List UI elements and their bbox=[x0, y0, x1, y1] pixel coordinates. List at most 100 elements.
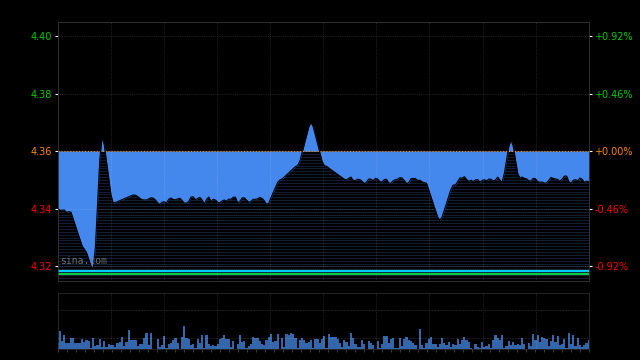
Bar bbox=[339, 342, 341, 349]
Bar bbox=[219, 339, 221, 349]
Bar bbox=[364, 344, 365, 349]
Bar bbox=[314, 339, 317, 349]
Bar bbox=[441, 338, 444, 349]
Bar bbox=[210, 346, 212, 349]
Bar bbox=[510, 345, 512, 349]
Bar bbox=[241, 342, 243, 349]
Bar bbox=[477, 347, 479, 349]
Bar bbox=[183, 327, 186, 349]
Bar bbox=[294, 338, 296, 349]
Bar bbox=[145, 333, 148, 349]
Bar bbox=[436, 347, 439, 349]
Bar bbox=[157, 339, 159, 349]
Bar bbox=[97, 345, 99, 349]
Bar bbox=[410, 341, 412, 349]
Bar bbox=[116, 343, 119, 349]
Bar bbox=[566, 348, 568, 349]
Bar bbox=[263, 345, 266, 349]
Bar bbox=[561, 344, 563, 349]
Bar bbox=[328, 334, 330, 349]
Bar bbox=[272, 342, 275, 349]
Bar bbox=[203, 348, 205, 349]
Bar bbox=[70, 338, 72, 349]
Text: sina.com: sina.com bbox=[60, 256, 106, 266]
Bar bbox=[186, 338, 188, 349]
Bar bbox=[119, 342, 121, 349]
Bar bbox=[275, 341, 276, 349]
Bar bbox=[192, 344, 195, 349]
Bar bbox=[196, 339, 199, 349]
Bar bbox=[59, 331, 61, 349]
Bar bbox=[346, 342, 348, 349]
Bar bbox=[134, 340, 136, 349]
Bar bbox=[408, 340, 410, 349]
Bar bbox=[136, 346, 139, 349]
Bar bbox=[361, 340, 364, 349]
Bar bbox=[337, 338, 339, 349]
Bar bbox=[426, 343, 428, 349]
Bar bbox=[127, 330, 130, 349]
Bar bbox=[432, 344, 435, 349]
Bar bbox=[74, 343, 77, 349]
Bar bbox=[428, 339, 430, 349]
Bar bbox=[85, 340, 88, 349]
Bar bbox=[250, 344, 252, 349]
Bar bbox=[139, 344, 141, 349]
Bar bbox=[439, 344, 441, 349]
Bar bbox=[488, 344, 490, 349]
Bar bbox=[228, 339, 230, 349]
Bar bbox=[325, 348, 328, 349]
Bar bbox=[56, 343, 59, 349]
Bar bbox=[519, 345, 521, 349]
Bar bbox=[463, 337, 465, 349]
Bar bbox=[414, 345, 417, 349]
Bar bbox=[279, 348, 281, 349]
Bar bbox=[99, 339, 101, 349]
Bar bbox=[388, 343, 390, 349]
Bar bbox=[586, 343, 588, 349]
Bar bbox=[223, 336, 225, 349]
Bar bbox=[130, 340, 132, 349]
Bar bbox=[195, 348, 196, 349]
Bar bbox=[266, 340, 268, 349]
Bar bbox=[490, 348, 492, 349]
Bar bbox=[181, 337, 183, 349]
Bar bbox=[252, 337, 254, 349]
Bar bbox=[367, 341, 370, 349]
Bar bbox=[101, 347, 103, 349]
Bar bbox=[481, 342, 483, 349]
Bar bbox=[450, 347, 452, 349]
Bar bbox=[350, 333, 352, 349]
Bar bbox=[301, 338, 303, 349]
Bar bbox=[205, 335, 207, 349]
Bar bbox=[541, 337, 543, 349]
Bar bbox=[559, 345, 561, 349]
Bar bbox=[372, 345, 374, 349]
Bar bbox=[332, 337, 334, 349]
Bar bbox=[390, 339, 392, 349]
Bar bbox=[405, 337, 408, 349]
Bar bbox=[190, 345, 192, 349]
Bar bbox=[397, 348, 399, 349]
Bar bbox=[312, 348, 314, 349]
Bar bbox=[177, 343, 179, 349]
Bar bbox=[188, 339, 190, 349]
Bar bbox=[61, 341, 63, 349]
Bar bbox=[548, 346, 550, 349]
Bar bbox=[524, 343, 525, 349]
Bar bbox=[141, 344, 143, 349]
Bar bbox=[503, 348, 506, 349]
Bar bbox=[317, 339, 319, 349]
Bar bbox=[132, 340, 134, 349]
Bar bbox=[583, 345, 586, 349]
Bar bbox=[459, 344, 461, 349]
Bar bbox=[521, 338, 524, 349]
Bar bbox=[79, 343, 81, 349]
Bar bbox=[214, 346, 216, 349]
Bar bbox=[497, 338, 499, 349]
Bar bbox=[501, 335, 503, 349]
Bar bbox=[334, 337, 337, 349]
Bar bbox=[285, 334, 287, 349]
Bar bbox=[470, 348, 472, 349]
Bar bbox=[319, 343, 321, 349]
